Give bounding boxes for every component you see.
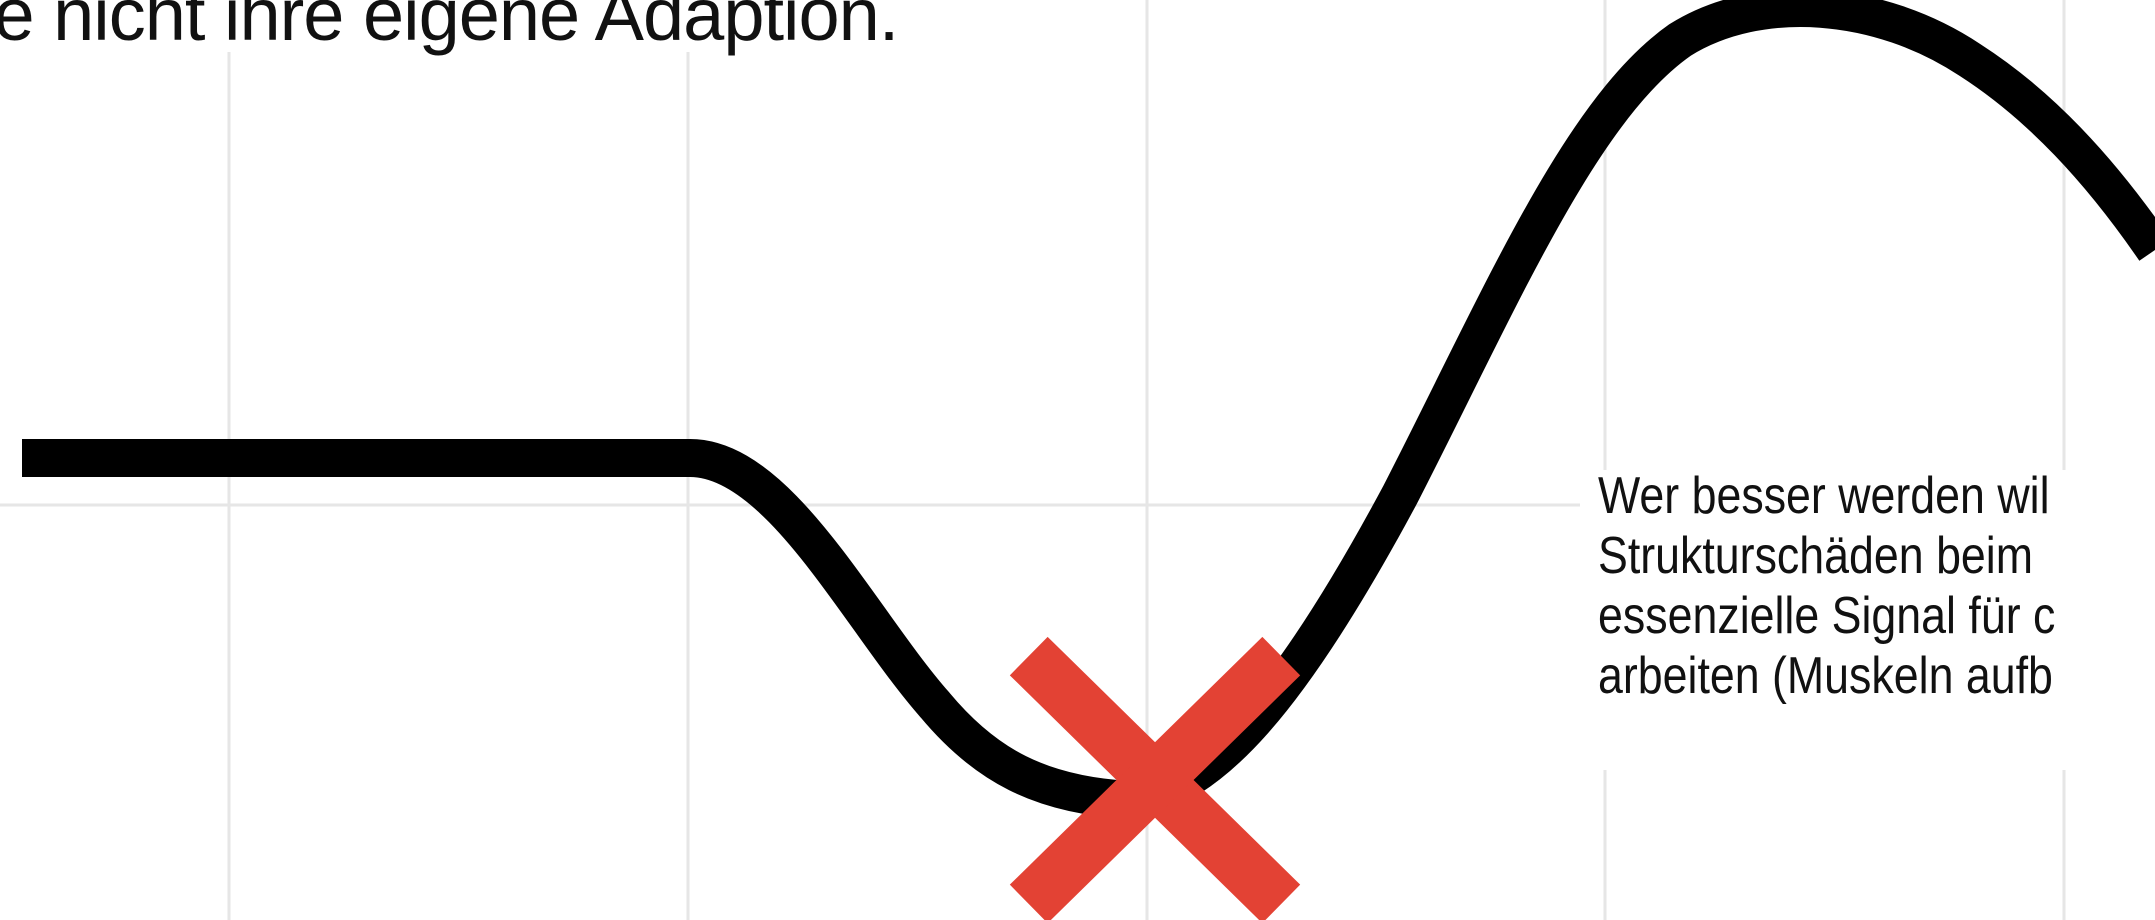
annotation-text: Wer besser werden wil Strukturschäden be…: [1598, 466, 2114, 706]
headline: ie nicht ihre eigene Adaption.: [0, 0, 909, 52]
background-grid: [0, 0, 2066, 920]
annotation-line: essenzielle Signal für c: [1598, 587, 2056, 645]
adaptation-curve: [22, 0, 2155, 819]
annotation-line: arbeiten (Muskeln aufb: [1598, 647, 2053, 705]
cross-stroke: [1009, 636, 1301, 920]
annotation-line: Wer besser werden wil: [1598, 467, 2050, 525]
annotation-line: Strukturschäden beim: [1598, 527, 2033, 585]
cross-icon: [1009, 636, 1301, 920]
